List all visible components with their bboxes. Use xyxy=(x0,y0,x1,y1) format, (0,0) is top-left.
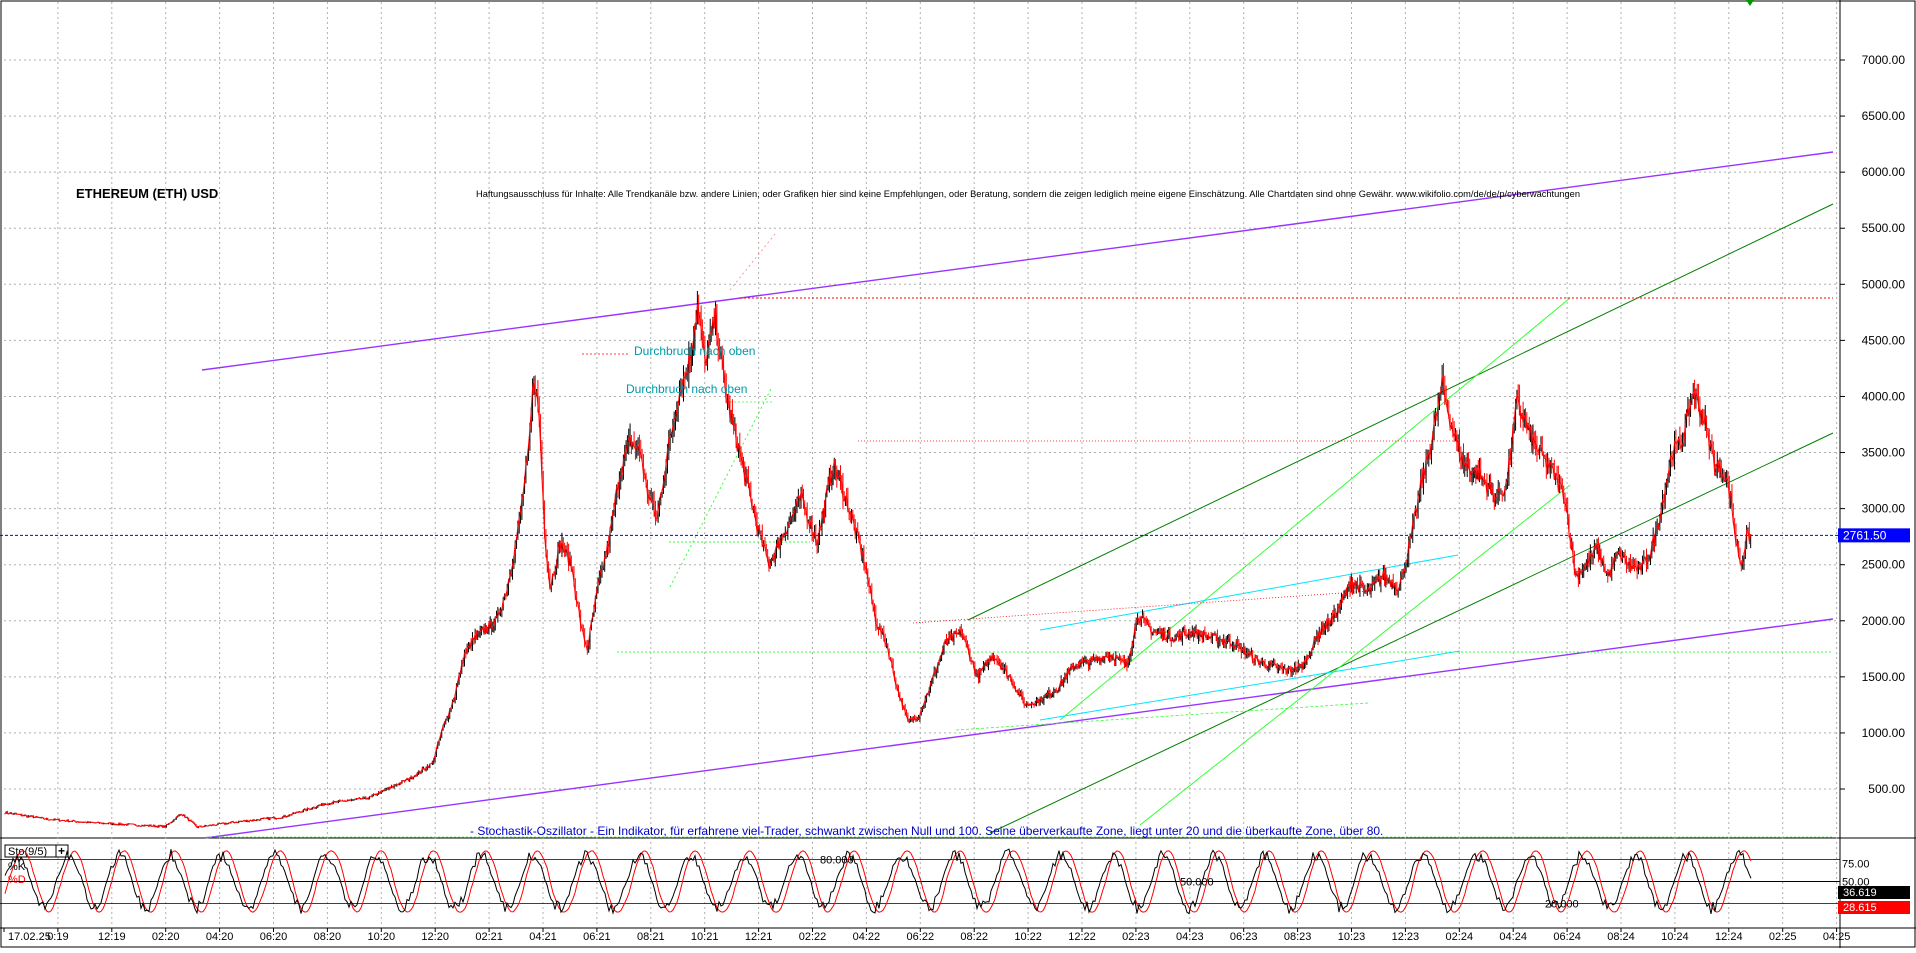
k-value: 36.619 xyxy=(1843,887,1877,899)
last-price-label: 2761.50 xyxy=(1843,528,1887,542)
y-tick-label: 7000.00 xyxy=(1862,53,1906,67)
trend-lightgreen-1 xyxy=(1059,297,1571,721)
y-tick-label: 1000.00 xyxy=(1862,726,1906,740)
red-slope xyxy=(729,233,776,291)
x-tick-label: 08:24 xyxy=(1607,931,1635,943)
y-tick-label: 4500.00 xyxy=(1862,333,1906,347)
x-tick-label: 04:23 xyxy=(1176,931,1204,943)
x-tick-label: 10:24 xyxy=(1661,931,1689,943)
chart-title: ETHEREUM (ETH) USD xyxy=(76,186,218,201)
y-tick-label: 500.00 xyxy=(1868,782,1905,796)
x-tick-label: 06:24 xyxy=(1553,931,1581,943)
x-tick-label: 06:22 xyxy=(907,931,935,943)
x-tick-label: 06:23 xyxy=(1230,931,1258,943)
d-value: 28.615 xyxy=(1843,902,1877,914)
y-tick-label: 6500.00 xyxy=(1862,109,1906,123)
trend-cyan-1 xyxy=(1039,554,1459,631)
x-tick-label: 10:20 xyxy=(368,931,396,943)
trend-lightgreen-2 xyxy=(1139,484,1571,826)
x-tick-label: 10:21 xyxy=(691,931,719,943)
sto-axis-75: 75.00 xyxy=(1842,858,1870,870)
add-indicator-icon xyxy=(55,844,69,858)
x-tick-label: 12:24 xyxy=(1715,931,1743,943)
trend-cyan-2 xyxy=(1039,650,1461,721)
x-tick-label: 12:21 xyxy=(745,931,773,943)
x-tick-label: 02:22 xyxy=(799,931,827,943)
x-tick-label: 12:23 xyxy=(1392,931,1420,943)
x-tick-label: 0:19 xyxy=(47,931,68,943)
x-tick-label: 08:21 xyxy=(637,931,665,943)
sto-level-label: 20.000 xyxy=(1545,898,1579,910)
x-tick-label: 08:22 xyxy=(960,931,988,943)
sto-d-line xyxy=(4,850,1752,913)
x-tick-label: 08:23 xyxy=(1284,931,1312,943)
x-tick-label: 02:24 xyxy=(1446,931,1474,943)
trend-green-upper xyxy=(967,203,1834,621)
x-tick-label: 02:20 xyxy=(152,931,180,943)
price-line xyxy=(4,304,1752,829)
annotation-breakout-2: Durchbruch nach oben xyxy=(626,382,747,396)
x-tick-label: 06:21 xyxy=(583,931,611,943)
d-value-badge xyxy=(1838,901,1910,914)
x-tick-label: 08:20 xyxy=(314,931,342,943)
annotation-breakout-1: Durchbruch nach oben xyxy=(634,344,755,358)
x-tick-label: 02:23 xyxy=(1122,931,1150,943)
y-tick-label: 4000.00 xyxy=(1862,389,1906,403)
marker-icon xyxy=(1746,0,1754,6)
x-tick-label: 02:25 xyxy=(1769,931,1797,943)
x-tick-label: 04:25 xyxy=(1823,931,1851,943)
sto-level-label: 80.000 xyxy=(820,855,854,867)
disclaimer-text: Haftungsausschluss für Inhalte: Alle Tre… xyxy=(476,189,1580,200)
x-tick-label: 12:20 xyxy=(421,931,449,943)
legend-k: %K xyxy=(8,861,26,873)
channel-upper xyxy=(201,151,1834,371)
chart-texts: ETHEREUM (ETH) USD Haftungsausschluss für… xyxy=(76,186,1580,838)
sto-axis-50: 50.00 xyxy=(1842,877,1870,889)
sto-level-label: 50.000 xyxy=(1180,877,1214,889)
trend-lines xyxy=(0,151,1838,839)
last-price-badge xyxy=(1838,528,1910,543)
trend-green-lower xyxy=(989,432,1834,834)
x-tick-label: 04:20 xyxy=(206,931,234,943)
x-tick-label: 12:22 xyxy=(1068,931,1096,943)
y-tick-label: 2500.00 xyxy=(1862,558,1906,572)
stochastic-note: - Stochastik-Oszillator - Ein Indikator,… xyxy=(470,824,1383,838)
resistance-red-3 xyxy=(912,590,1371,624)
x-tick-label: 02:21 xyxy=(475,931,503,943)
x-tick-label: 04:22 xyxy=(853,931,881,943)
y-tick-label: 5500.00 xyxy=(1862,221,1906,235)
x-tick-label: 04:24 xyxy=(1499,931,1527,943)
x-tick-label: 06:20 xyxy=(260,931,288,943)
price-series xyxy=(4,290,1752,829)
k-value-badge xyxy=(1838,886,1910,899)
y-tick-label: 2000.00 xyxy=(1862,614,1906,628)
x-tick-label: 17.02.25 xyxy=(8,931,51,943)
y-tick-label: 1500.00 xyxy=(1862,670,1906,684)
x-tick-label: 10:23 xyxy=(1338,931,1366,943)
legend-d: %D xyxy=(8,874,26,886)
y-tick-label: 3000.00 xyxy=(1862,502,1906,516)
y-tick-label: 3500.00 xyxy=(1862,446,1906,460)
x-tick-label: 10:22 xyxy=(1014,931,1042,943)
support-green-3 xyxy=(955,702,1369,731)
x-tick-label: 04:21 xyxy=(529,931,557,943)
channel-lower xyxy=(204,618,1834,839)
y-tick-label: 5000.00 xyxy=(1862,277,1906,291)
green-slope xyxy=(669,386,773,588)
y-tick-label: 6000.00 xyxy=(1862,165,1906,179)
stochastic-panel: Sto(9/5) +%K%D80.00050.00020.00075.0050.0… xyxy=(0,844,1910,915)
sto-k-line xyxy=(4,848,1752,915)
add-indicator-plus: + xyxy=(58,844,65,858)
x-tick-label: 12:19 xyxy=(98,931,126,943)
price-axis: 17.02.250:19 12:19 02:20 04:20 06:20 08:20 10:… xyxy=(3,0,1910,943)
